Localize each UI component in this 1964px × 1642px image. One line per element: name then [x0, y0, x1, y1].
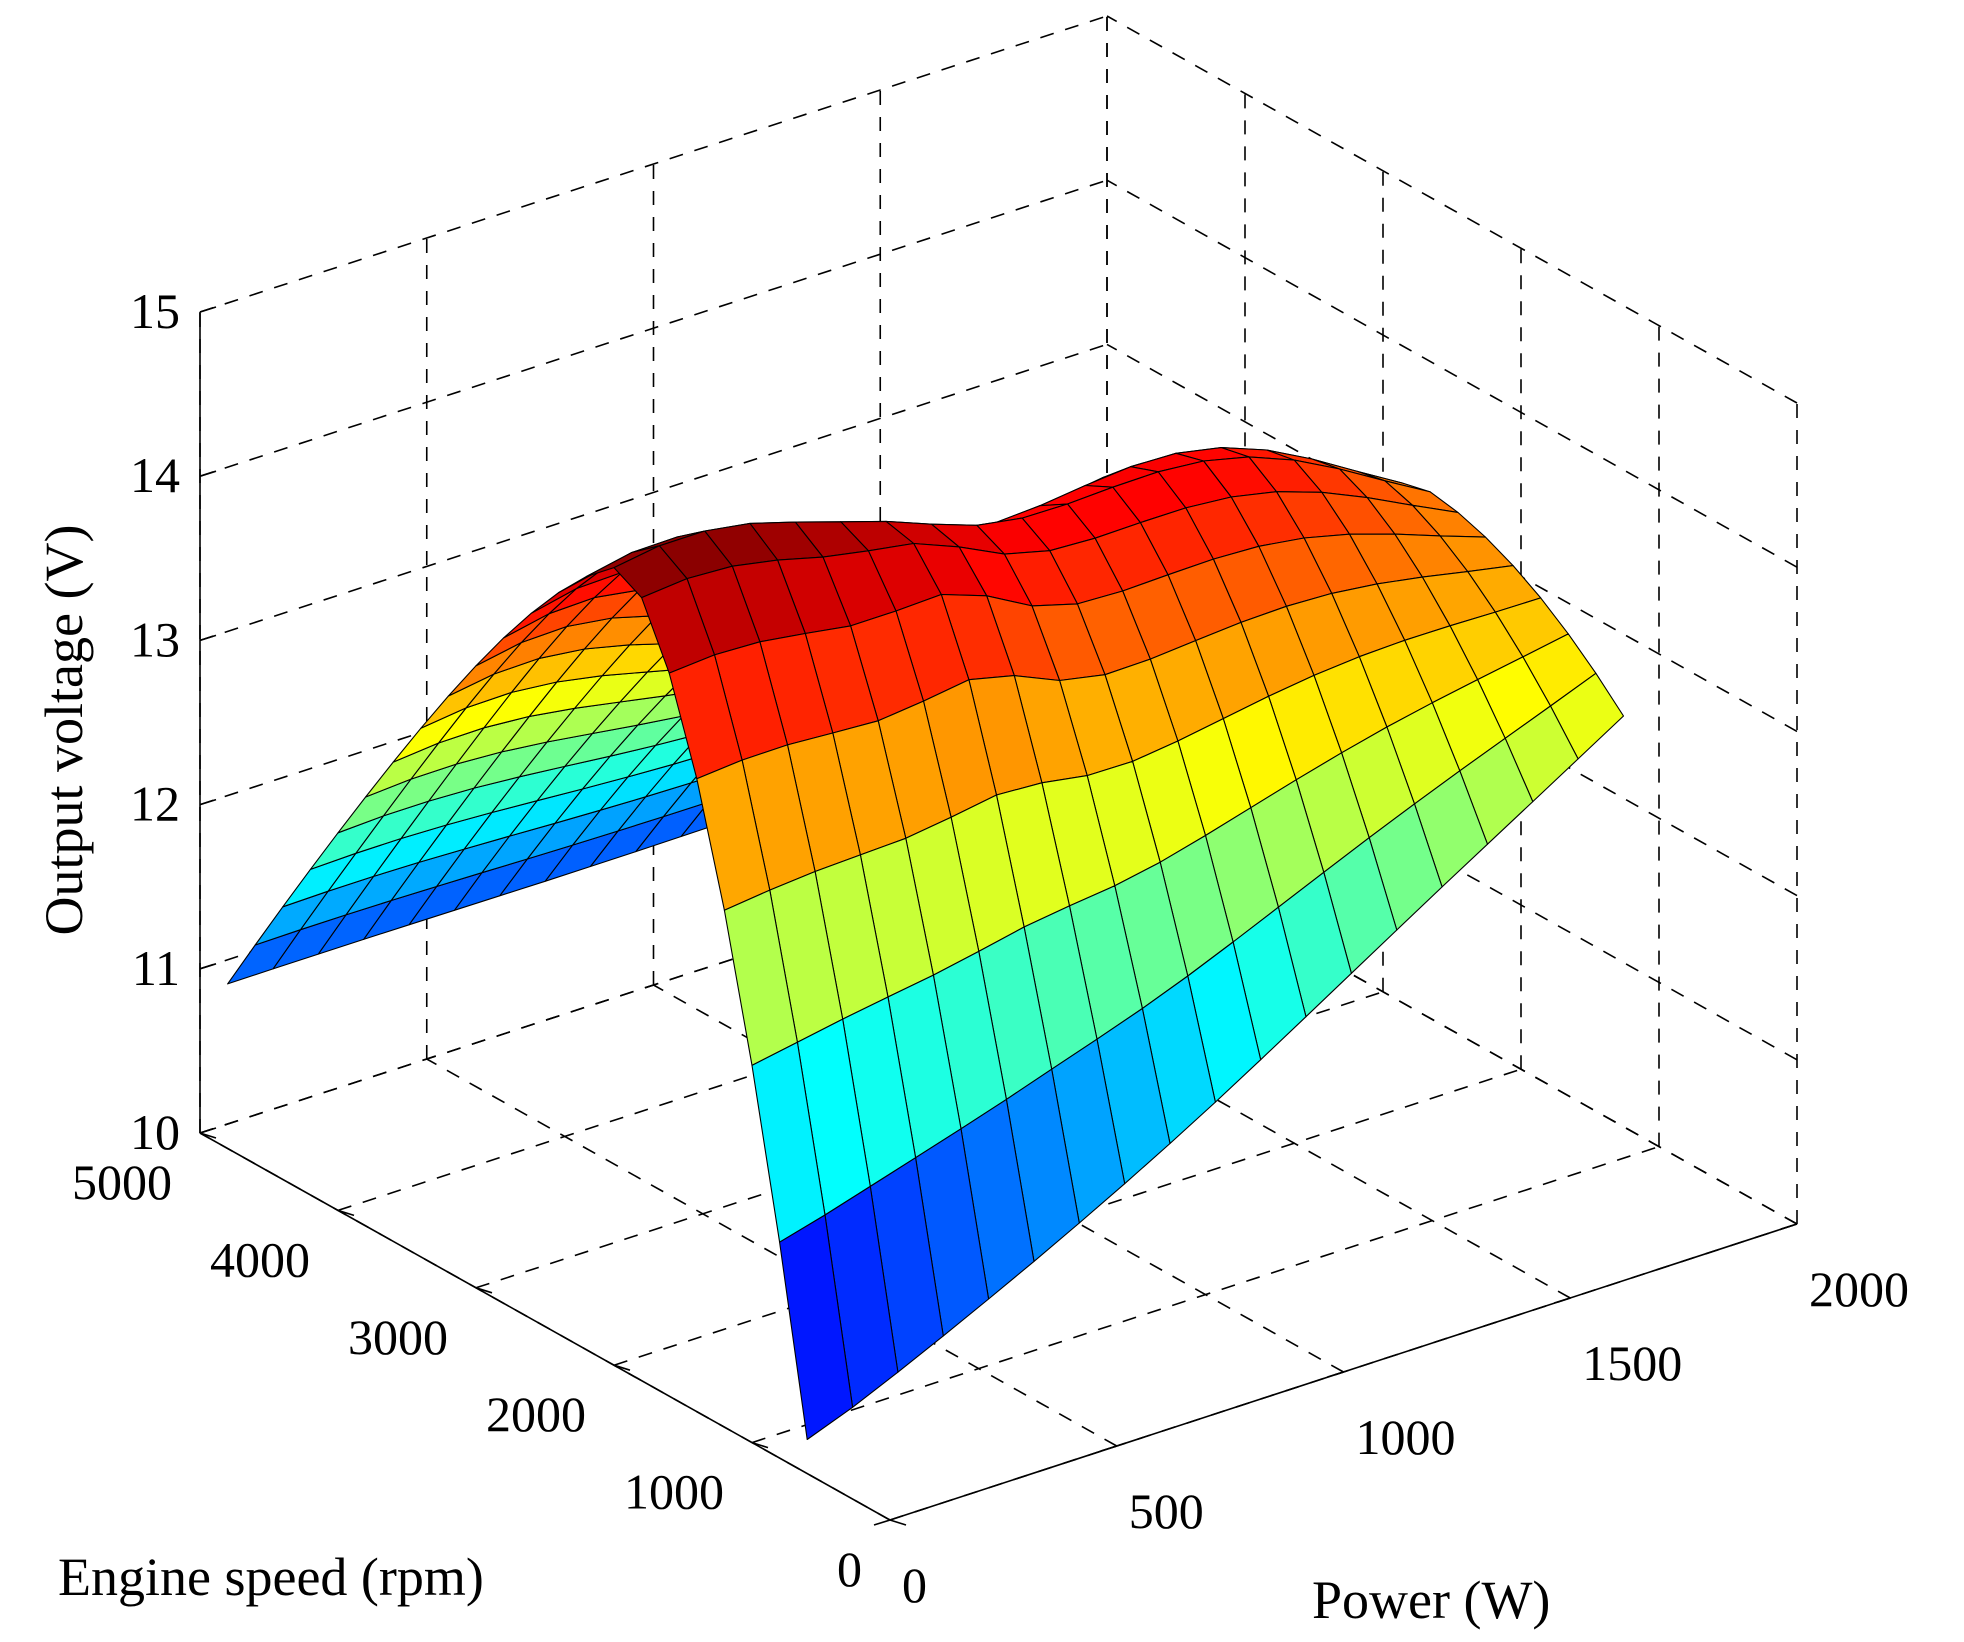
z-tick-label: 10: [130, 1104, 180, 1160]
z-axis-title: Output voltage (V): [34, 525, 94, 936]
z-tick-mark: [199, 798, 217, 806]
z-tick-label: 13: [130, 611, 180, 667]
surface-cell: [779, 1214, 854, 1441]
grid-line-z-left: [199, 15, 1108, 313]
z-tick-mark: [199, 306, 217, 313]
grid-line-x-floor: [426, 1058, 1118, 1447]
y-tick-label: 1000: [624, 1464, 724, 1520]
y-tick-label: 2000: [486, 1386, 586, 1442]
grid-line-z-back: [1106, 15, 1798, 404]
z-tick-mark: [199, 470, 217, 477]
y-tick-label: 0: [837, 1541, 862, 1597]
x-tick-label: 2000: [1809, 1261, 1909, 1317]
x-tick-mark: [1554, 1297, 1571, 1304]
z-tick-label: 11: [132, 940, 180, 996]
y-tick-label: 5000: [72, 1154, 172, 1210]
y-tick-mark: [751, 1441, 769, 1449]
x-tick-label: 1000: [1356, 1409, 1456, 1465]
grid-line-z-left: [199, 343, 1108, 642]
y-tick-mark: [337, 1209, 355, 1217]
y-axis-title: Engine speed (rpm): [58, 1547, 484, 1607]
x-tick-mark: [1327, 1371, 1344, 1378]
y-tick-mark: [199, 1132, 217, 1139]
y-tick-mark: [475, 1287, 493, 1294]
y-tick-label: 3000: [348, 1309, 448, 1365]
y-axis-line: [199, 1132, 891, 1521]
z-tick-mark: [199, 1127, 217, 1134]
x-tick-label: 0: [902, 1557, 927, 1613]
y-tick-mark: [613, 1364, 631, 1371]
z-tick-label: 14: [130, 447, 180, 503]
z-tick-label: 12: [130, 776, 180, 832]
x-tick-label: 1500: [1582, 1335, 1682, 1391]
z-tick-mark: [199, 963, 217, 970]
x-tick-label: 500: [1129, 1483, 1204, 1539]
x-tick-mark: [1780, 1223, 1798, 1230]
surface-mesh: [227, 447, 1625, 1441]
x-tick-mark: [1100, 1445, 1117, 1452]
grid-line-z-back: [1106, 179, 1798, 568]
y-tick-label: 4000: [210, 1231, 310, 1287]
y-tick-mark: [889, 1519, 907, 1526]
x-tick-mark: [873, 1519, 891, 1526]
x-axis-title: Power (W): [1312, 1570, 1550, 1630]
axis-titles: Output voltage (V) Engine speed (rpm) Po…: [34, 525, 1550, 1630]
z-tick-mark: [199, 634, 217, 642]
z-tick-label: 15: [130, 283, 180, 339]
